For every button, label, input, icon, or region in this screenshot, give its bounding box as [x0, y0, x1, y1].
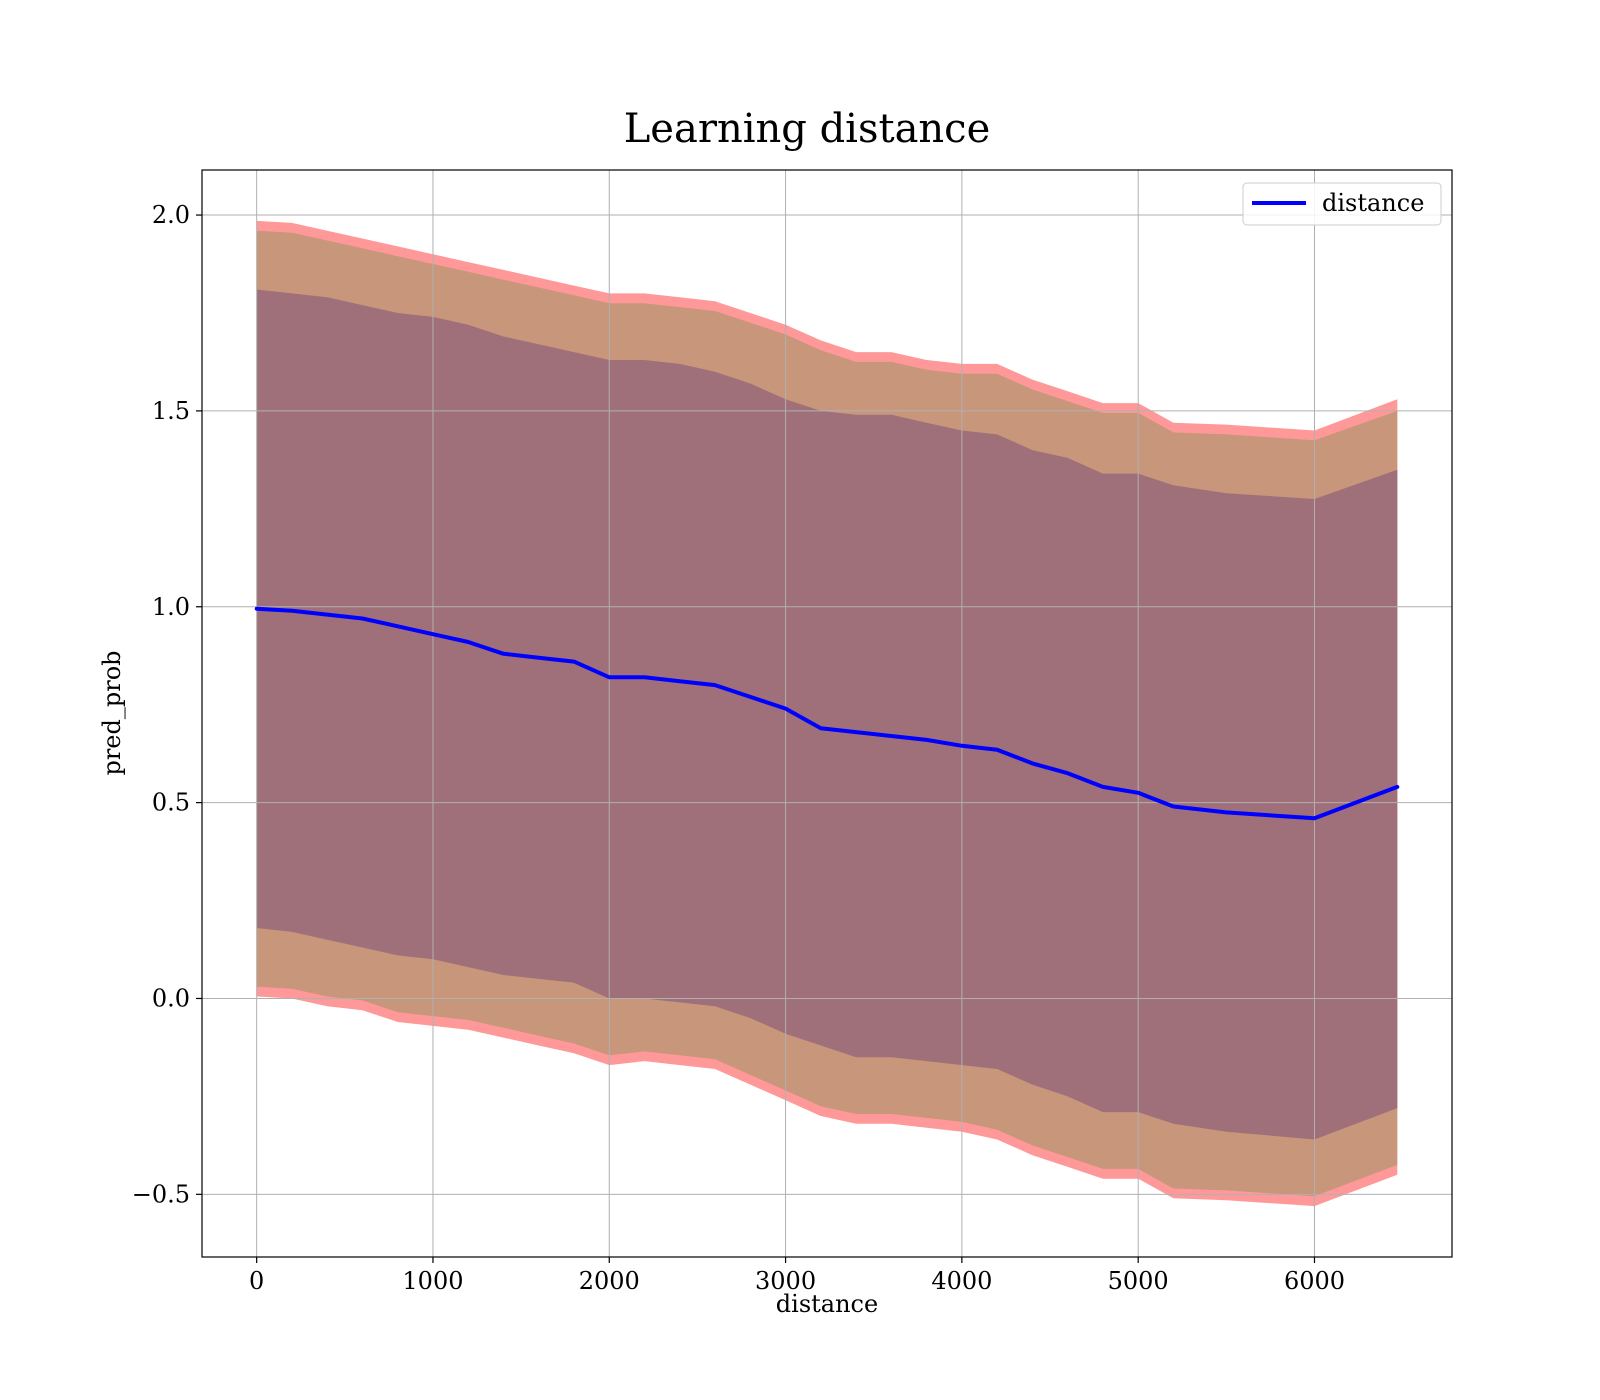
y-tick-label: 0.0: [152, 984, 190, 1012]
y-tick-label: 0.5: [152, 789, 190, 817]
y-tick-label: 1.0: [152, 593, 190, 621]
x-tick-label: 0: [249, 1267, 264, 1295]
x-tick-label: 1000: [402, 1267, 463, 1295]
legend-frame: [1242, 182, 1442, 226]
x-tick-label: 5000: [1108, 1267, 1169, 1295]
x-axis-label: distance: [776, 1290, 878, 1318]
y-tick-label: −0.5: [132, 1180, 190, 1208]
series-line-distance: [254, 606, 1400, 821]
legend: distance: [1242, 182, 1442, 226]
x-tick-label: 3000: [755, 1267, 816, 1295]
legend-label: distance: [1322, 189, 1424, 217]
x-tick-label: 4000: [931, 1267, 992, 1295]
plot-clip-group: [202, 170, 1452, 1257]
confidence-band-3: [256, 289, 1398, 1140]
x-tick-label: 6000: [1284, 1267, 1345, 1295]
chart-title: Learning distance: [624, 106, 991, 152]
y-axis-label: pred_prob: [98, 650, 126, 775]
y-tick-label: 1.5: [152, 397, 190, 425]
plot-area: 0 1000 2000 3000 4000 5000 6000 −0.5 0.0 0.5 1.0 1.…: [132, 169, 1453, 1295]
x-tick-label: 2000: [579, 1267, 640, 1295]
y-tick-label: 2.0: [152, 201, 190, 229]
axes-frame: [201, 169, 1453, 1258]
